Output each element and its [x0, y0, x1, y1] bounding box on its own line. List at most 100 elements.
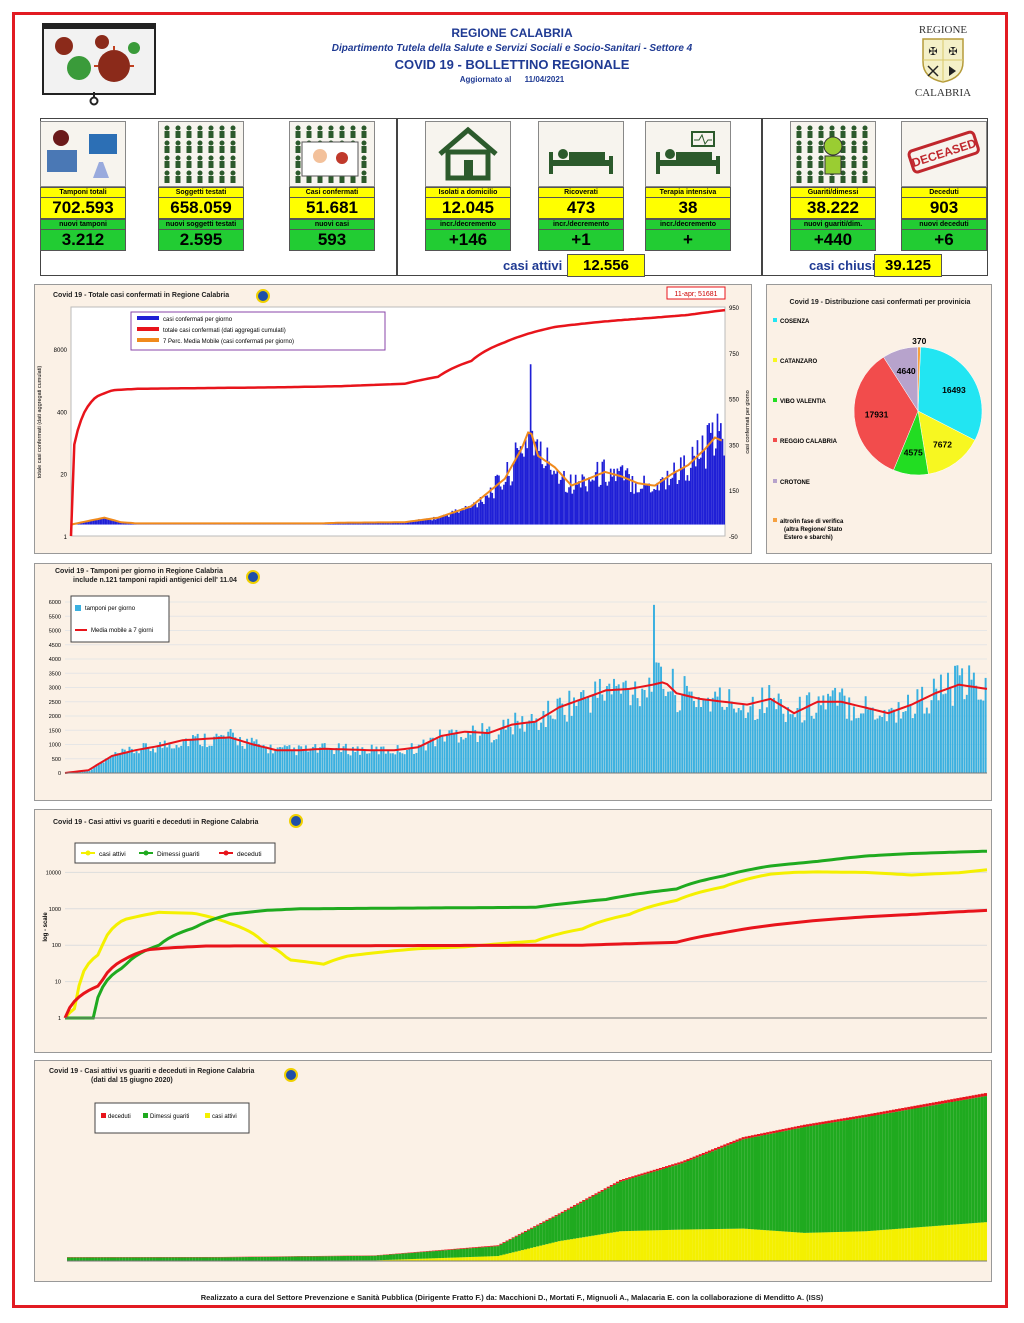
bar	[569, 474, 572, 525]
bar-recovered	[606, 1188, 610, 1234]
kpi-new-label: nuovi soggetti testati	[158, 219, 244, 230]
bar	[801, 722, 804, 773]
kpi-card: Soggetti testati 658.059 nuovi soggetti …	[158, 121, 244, 251]
legend-marker	[85, 850, 91, 856]
bar-active	[956, 1224, 960, 1261]
y-tick-label: 1000	[49, 743, 61, 749]
bar	[533, 722, 536, 773]
bar-active	[977, 1222, 981, 1261]
bar-recovered	[600, 1191, 604, 1235]
bar	[156, 745, 159, 773]
bar-recovered	[649, 1172, 653, 1231]
bar	[196, 733, 199, 773]
bar-active	[735, 1228, 739, 1261]
bar	[581, 474, 584, 525]
bar-recovered	[704, 1153, 708, 1230]
moving-average-line	[64, 681, 988, 774]
y2-axis-label: casi confermati per giorno	[745, 390, 751, 453]
bar-active	[514, 1251, 518, 1261]
bar	[648, 483, 650, 525]
bar-deceased	[557, 1213, 561, 1215]
bar-active	[867, 1230, 871, 1261]
legend-swatch	[773, 398, 777, 402]
bar-recovered	[76, 1257, 80, 1261]
bar	[100, 762, 103, 773]
bar-active	[806, 1232, 810, 1261]
bar	[184, 738, 187, 773]
bar-active	[425, 1258, 429, 1261]
bar	[659, 479, 662, 525]
pie-value-label: 7672	[933, 440, 952, 450]
bar	[616, 468, 619, 525]
bar-recovered	[646, 1173, 650, 1231]
bar	[203, 733, 206, 773]
bar-active	[919, 1227, 923, 1261]
bar-active	[609, 1232, 613, 1261]
bar	[483, 504, 485, 525]
bar-active	[582, 1237, 586, 1261]
bar-recovered	[149, 1257, 153, 1261]
bar-active	[928, 1226, 932, 1261]
bar-active	[413, 1258, 417, 1261]
bar-deceased	[735, 1139, 739, 1142]
closed-cases-label: casi chiusi	[809, 258, 876, 273]
bar-recovered	[747, 1138, 751, 1230]
bar	[486, 728, 488, 773]
bar	[605, 686, 608, 773]
bar	[954, 665, 957, 773]
legend-label: CATANZARO	[780, 359, 817, 365]
bar-recovered	[300, 1256, 304, 1261]
legend-swatch	[101, 1113, 106, 1118]
bar	[210, 745, 213, 773]
bar	[255, 739, 258, 773]
bar	[276, 747, 279, 773]
bar-active	[530, 1247, 534, 1261]
bar	[453, 733, 456, 773]
bar-recovered	[824, 1123, 828, 1233]
bar	[370, 744, 373, 773]
y2-tick-label: -50	[729, 535, 738, 541]
bar	[587, 697, 590, 773]
bar-recovered	[419, 1252, 423, 1259]
bar-recovered	[744, 1138, 748, 1229]
bar-deceased	[665, 1166, 669, 1168]
bar	[91, 520, 93, 525]
kpi-value: 702.593	[40, 198, 126, 219]
bar-active	[753, 1229, 757, 1261]
bar	[286, 746, 289, 773]
bar-deceased	[818, 1122, 822, 1125]
kpi-label: Deceduti	[901, 187, 987, 198]
bar	[269, 744, 272, 773]
bar-deceased	[937, 1101, 941, 1105]
bar	[688, 691, 691, 773]
bar	[508, 475, 510, 525]
bar	[330, 748, 333, 773]
bar	[583, 476, 585, 525]
bar-recovered	[665, 1167, 669, 1230]
bar	[653, 604, 655, 773]
bar-deceased	[471, 1247, 475, 1249]
bar-recovered	[477, 1247, 481, 1257]
bar-active	[563, 1240, 567, 1261]
bar	[535, 718, 538, 773]
legend-label: casi attivi	[99, 851, 126, 858]
bar-recovered	[422, 1251, 426, 1259]
bar-recovered	[784, 1130, 788, 1232]
bar-recovered	[523, 1231, 527, 1250]
bar	[949, 686, 952, 773]
bar	[239, 737, 242, 773]
bar-active	[631, 1230, 635, 1261]
bar-active	[818, 1232, 822, 1261]
bar-recovered	[128, 1257, 132, 1261]
legend-swatch	[773, 318, 777, 322]
chart-total-title: Covid 19 - Totale casi confermati in Reg…	[53, 292, 230, 299]
bar-deceased	[824, 1121, 828, 1124]
bar-active	[787, 1231, 791, 1261]
bar	[561, 703, 564, 773]
bar	[121, 522, 123, 525]
bar	[375, 746, 378, 773]
bar	[199, 744, 202, 773]
bar	[556, 698, 559, 773]
bar	[836, 705, 839, 773]
bar-active	[591, 1235, 595, 1261]
